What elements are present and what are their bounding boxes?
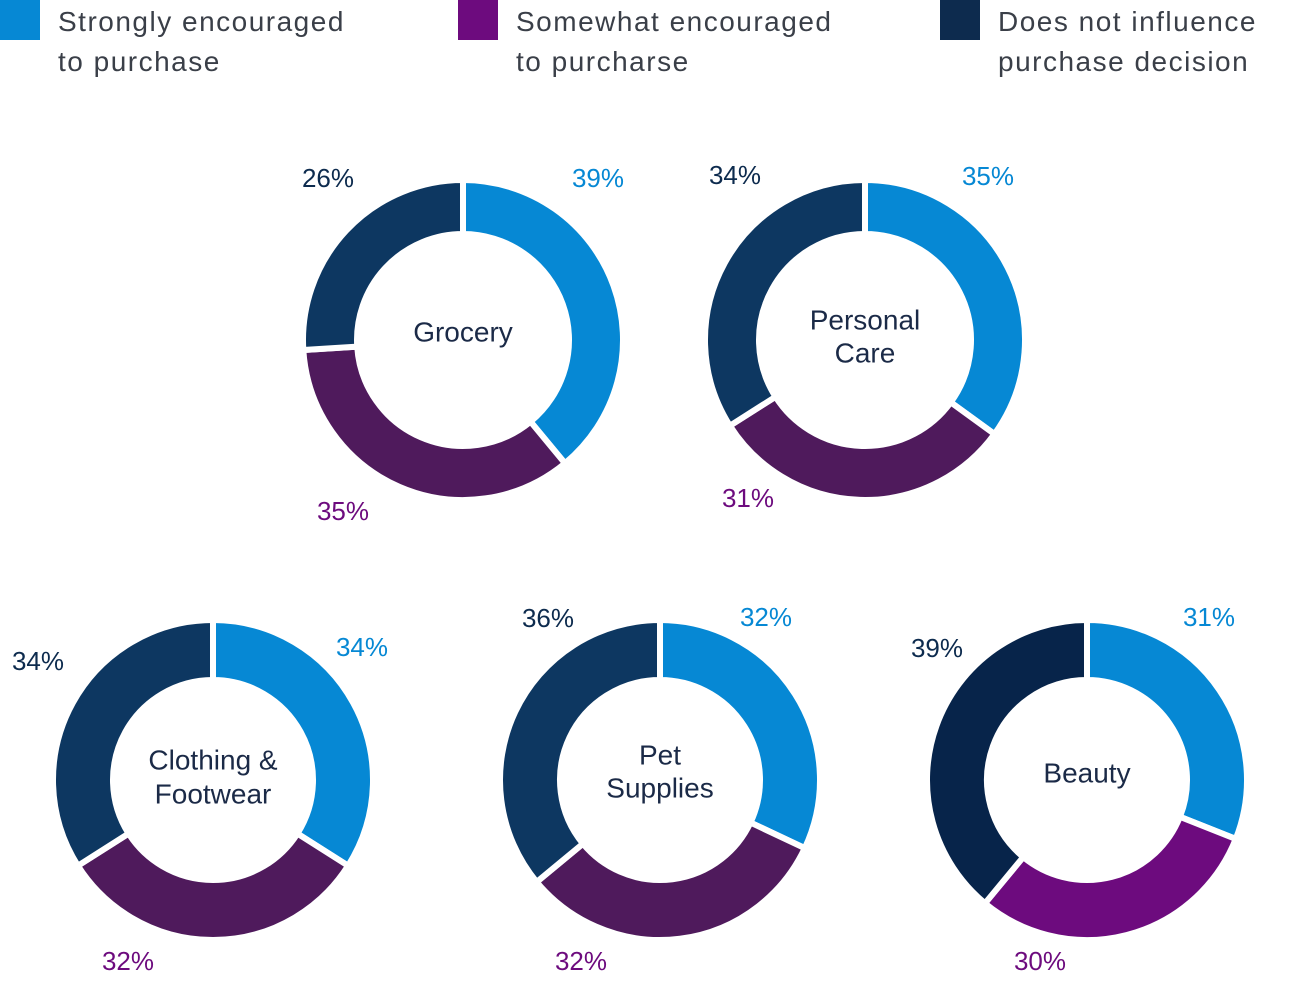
slice-somewhat xyxy=(725,392,999,503)
data-label-strongly: 39% xyxy=(572,163,624,193)
legend-swatch-somewhat xyxy=(458,0,498,40)
legend-swatch-strongly xyxy=(0,0,40,40)
data-label-strongly: 31% xyxy=(1183,602,1235,632)
slice-no-influence xyxy=(300,176,466,354)
chart-center-label: Pet xyxy=(639,739,681,770)
slice-strongly xyxy=(210,616,376,870)
chart-center-label: Personal xyxy=(810,304,921,335)
slice-no-influence xyxy=(924,616,1090,908)
slice-no-influence xyxy=(702,176,868,430)
chart-center-label: Grocery xyxy=(413,316,513,347)
chart-center-label: Care xyxy=(835,337,896,368)
legend-swatch-no-influence xyxy=(940,0,980,40)
slice-somewhat xyxy=(532,818,809,943)
data-label-no-influence: 39% xyxy=(911,633,963,663)
data-label-somewhat: 32% xyxy=(102,946,154,976)
data-label-somewhat: 30% xyxy=(1014,946,1066,976)
legend-label-somewhat: Somewhat encouraged to purcharse xyxy=(516,6,833,77)
chart-center-label: Footwear xyxy=(155,778,272,809)
slice-strongly xyxy=(1084,616,1250,843)
slice-somewhat xyxy=(300,343,570,503)
slice-somewhat xyxy=(73,829,353,943)
slice-somewhat xyxy=(980,812,1240,943)
data-label-no-influence: 34% xyxy=(709,160,761,190)
donut-chart-3: Clothing &Footwear 34% 32% 34% xyxy=(12,616,388,976)
chart-center-label: Supplies xyxy=(606,772,713,803)
data-label-no-influence: 34% xyxy=(12,646,64,676)
data-label-somewhat: 35% xyxy=(317,496,369,526)
legend-label-no-influence: Does not influence purchase decision xyxy=(998,6,1257,77)
legend-label-strongly: Strongly encouraged to purchase xyxy=(58,6,345,77)
data-label-no-influence: 26% xyxy=(302,163,354,193)
slice-strongly xyxy=(862,176,1028,439)
chart-center-label: Beauty xyxy=(1043,757,1130,788)
data-label-strongly: 35% xyxy=(962,161,1014,191)
donut-chart-1: Grocery 39% 35% 26% xyxy=(300,163,626,526)
data-label-strongly: 34% xyxy=(336,632,388,662)
slice-no-influence xyxy=(50,616,216,870)
data-label-somewhat: 32% xyxy=(555,946,607,976)
slice-strongly xyxy=(657,616,823,853)
donut-chart-5: Beauty 31% 30% 39% xyxy=(911,602,1250,976)
data-label-strongly: 32% xyxy=(740,602,792,632)
data-label-no-influence: 36% xyxy=(522,603,574,633)
slice-strongly xyxy=(460,176,626,468)
chart-center-label: Clothing & xyxy=(148,744,278,775)
slice-no-influence xyxy=(497,616,663,887)
data-label-somewhat: 31% xyxy=(722,483,774,513)
